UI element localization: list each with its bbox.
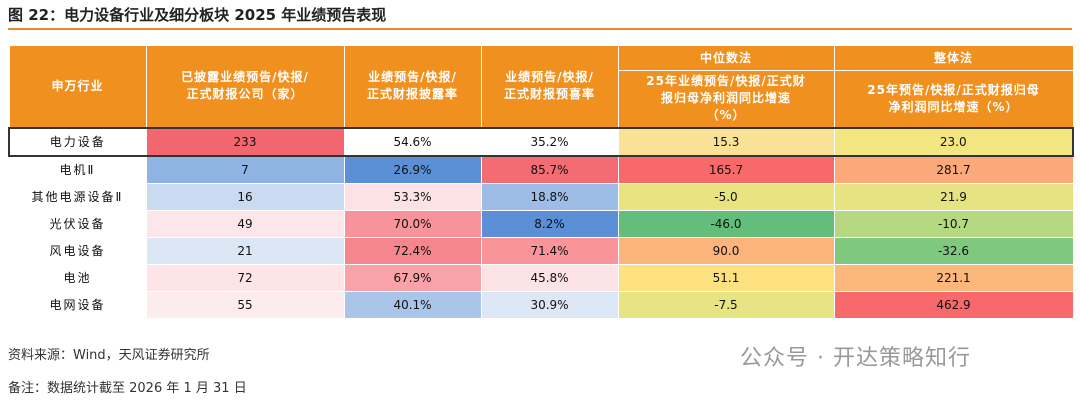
row-name: 光伏设备	[8, 209, 147, 238]
table-cell: 49	[145, 209, 345, 238]
column-header: 申万行业	[8, 45, 147, 128]
table-body: 电力设备 233 54.6% 35.2% 15.3 23.0 电机Ⅱ 7 26.9% 85.7% 1…	[8, 126, 1074, 319]
group-header: 中位数法	[617, 45, 835, 71]
table-cell: 72	[145, 263, 345, 292]
group-header: 整体法	[833, 45, 1074, 71]
table-row: 其他电源设备Ⅱ 16 53.3% 18.8% -5.0 21.9	[8, 182, 1074, 211]
table-cell: 233	[145, 126, 345, 157]
row-name: 电力设备	[8, 126, 147, 157]
table-cell: 23.0	[833, 126, 1074, 157]
column-header: 已披露业绩预告/快报/ 正式财报公司（家）	[145, 45, 345, 128]
data-table: 申万行业 已披露业绩预告/快报/ 正式财报公司（家） 业绩预告/快报/ 正式财报…	[8, 45, 1074, 319]
table-cell: 72.4%	[343, 236, 482, 265]
source: 资料来源：Wind，天风证券研究所	[8, 348, 210, 363]
table-cell: 85.7%	[480, 155, 619, 184]
table-cell: 40.1%	[343, 290, 482, 319]
table-cell: 15.3	[617, 126, 835, 157]
table-cell: 71.4%	[480, 236, 619, 265]
table-cell: 70.0%	[343, 209, 482, 238]
table-cell: 45.8%	[480, 263, 619, 292]
table-cell: 165.7	[617, 155, 835, 184]
figure-title: 图 22：电力设备行业及细分板块 2025 年业绩预告表现	[8, 6, 387, 24]
table-cell: -32.6	[833, 236, 1074, 265]
title-rule	[8, 28, 1072, 30]
table-cell: 54.6%	[343, 126, 482, 157]
column-header: 业绩预告/快报/ 正式财报披露率	[343, 45, 482, 128]
column-header: 25年业绩预告/快报/正式财 报归母净利润同比增速 （%）	[617, 70, 835, 128]
table-cell: -5.0	[617, 182, 835, 211]
column-header: 25年预告/快报/正式财报归母 净利润同比增速（%）	[833, 70, 1074, 128]
table-row: 电网设备 55 40.1% 30.9% -7.5 462.9	[8, 290, 1074, 319]
table-cell: 21.9	[833, 182, 1074, 211]
table-cell: 18.8%	[480, 182, 619, 211]
table-cell: 51.1	[617, 263, 835, 292]
table-row: 电力设备 233 54.6% 35.2% 15.3 23.0	[8, 126, 1074, 157]
table-cell: 221.1	[833, 263, 1074, 292]
table-cell: 21	[145, 236, 345, 265]
table-cell: 8.2%	[480, 209, 619, 238]
row-name: 电网设备	[8, 290, 147, 319]
table-cell: 281.7	[833, 155, 1074, 184]
table-row: 光伏设备 49 70.0% 8.2% -46.0 -10.7	[8, 209, 1074, 238]
table-cell: -46.0	[617, 209, 835, 238]
note: 备注：数据统计截至 2026 年 1 月 31 日	[8, 381, 247, 396]
row-name: 电机Ⅱ	[8, 155, 147, 184]
table-cell: 35.2%	[480, 126, 619, 157]
table-cell: 16	[145, 182, 345, 211]
column-header: 业绩预告/快报/ 正式财报预喜率	[480, 45, 619, 128]
table-cell: 462.9	[833, 290, 1074, 319]
watermark: 公众号 · 开达策略知行	[740, 346, 971, 371]
table-cell: 55	[145, 290, 345, 319]
table-cell: 30.9%	[480, 290, 619, 319]
row-name: 电池	[8, 263, 147, 292]
table-row: 风电设备 21 72.4% 71.4% 90.0 -32.6	[8, 236, 1074, 265]
table-row: 电机Ⅱ 7 26.9% 85.7% 165.7 281.7	[8, 155, 1074, 184]
table-cell: 90.0	[617, 236, 835, 265]
table-row: 电池 72 67.9% 45.8% 51.1 221.1	[8, 263, 1074, 292]
row-name: 其他电源设备Ⅱ	[8, 182, 147, 211]
table-cell: -10.7	[833, 209, 1074, 238]
table-cell: -7.5	[617, 290, 835, 319]
table-cell: 7	[145, 155, 345, 184]
row-name: 风电设备	[8, 236, 147, 265]
table-cell: 53.3%	[343, 182, 482, 211]
table-cell: 67.9%	[343, 263, 482, 292]
table-cell: 26.9%	[343, 155, 482, 184]
